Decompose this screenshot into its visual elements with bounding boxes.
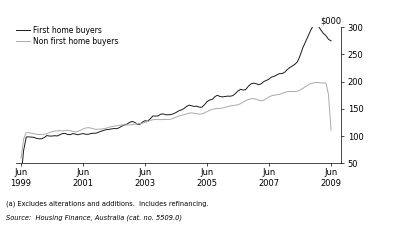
Text: Source:  Housing Finance, Australia (cat. no. 5509.0): Source: Housing Finance, Australia (cat.… (6, 215, 182, 221)
First home buyers (50, 135, 54, 137)
Line: Non first home buyers: Non first home buyers (21, 82, 331, 158)
First home buyers (313, 22, 318, 25)
Non first home buyers (212, 107, 217, 110)
First home buyers (212, 95, 217, 98)
First home buyers (19, 176, 23, 179)
First home buyers (329, 39, 333, 42)
First home buyers (228, 95, 233, 98)
Non first home buyers (329, 129, 333, 131)
Non first home buyers (91, 128, 96, 130)
Non first home buyers (313, 81, 318, 84)
Legend: First home buyers, Non first home buyers: First home buyers, Non first home buyers (16, 26, 118, 46)
Non first home buyers (19, 157, 23, 160)
First home buyers (91, 132, 96, 135)
Text: $000: $000 (320, 17, 341, 26)
Non first home buyers (50, 130, 54, 133)
Text: (a) Excludes alterations and additions.  Includes refinancing.: (a) Excludes alterations and additions. … (6, 201, 208, 207)
Line: First home buyers: First home buyers (21, 24, 331, 177)
Non first home buyers (150, 118, 155, 121)
First home buyers (150, 115, 155, 117)
Non first home buyers (228, 104, 233, 107)
First home buyers (308, 30, 313, 32)
Non first home buyers (308, 82, 313, 85)
